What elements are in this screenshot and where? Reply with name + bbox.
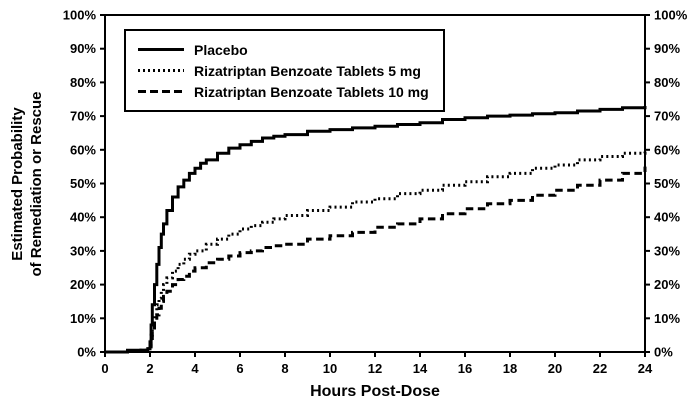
svg-text:10: 10: [323, 361, 337, 376]
legend-item-placebo: Placebo: [138, 39, 429, 60]
svg-text:4: 4: [191, 361, 199, 376]
svg-text:90%: 90%: [654, 41, 680, 56]
svg-text:16: 16: [458, 361, 472, 376]
y-axis-title-line2: of Remediation or Rescue: [28, 91, 45, 277]
x-axis-title: Hours Post-Dose: [310, 383, 440, 400]
svg-text:22: 22: [593, 361, 607, 376]
svg-text:70%: 70%: [654, 109, 680, 124]
svg-text:12: 12: [368, 361, 382, 376]
svg-text:20%: 20%: [654, 277, 680, 292]
svg-text:60%: 60%: [70, 142, 96, 157]
svg-text:6: 6: [236, 361, 243, 376]
dotted-line-sample: [138, 69, 184, 72]
svg-text:50%: 50%: [654, 176, 680, 191]
svg-text:10%: 10%: [70, 311, 96, 326]
svg-text:60%: 60%: [654, 142, 680, 157]
svg-text:100%: 100%: [63, 8, 97, 23]
y-axis-title-line1: Estimated Probability: [9, 107, 26, 261]
svg-text:0%: 0%: [654, 345, 673, 360]
svg-text:100%: 100%: [654, 8, 688, 23]
legend: Placebo Rizatriptan Benzoate Tablets 5 m…: [124, 29, 445, 112]
legend-label-10mg: Rizatriptan Benzoate Tablets 10 mg: [194, 83, 429, 100]
svg-text:24: 24: [638, 361, 653, 376]
svg-text:20%: 20%: [70, 277, 96, 292]
svg-text:18: 18: [503, 361, 517, 376]
svg-text:0%: 0%: [77, 345, 96, 360]
solid-line-sample: [138, 48, 184, 51]
svg-text:0: 0: [101, 361, 108, 376]
legend-label-5mg: Rizatriptan Benzoate Tablets 5 mg: [194, 62, 421, 79]
legend-item-10mg: Rizatriptan Benzoate Tablets 10 mg: [138, 81, 429, 102]
svg-text:20: 20: [548, 361, 562, 376]
svg-text:14: 14: [413, 361, 428, 376]
svg-text:30%: 30%: [654, 243, 680, 258]
svg-text:50%: 50%: [70, 176, 96, 191]
dashed-line-sample: [138, 90, 184, 93]
svg-text:80%: 80%: [70, 75, 96, 90]
svg-text:70%: 70%: [70, 109, 96, 124]
svg-text:90%: 90%: [70, 41, 96, 56]
y-axis-title: Estimated Probability of Remediation or …: [8, 4, 46, 364]
svg-text:2: 2: [146, 361, 153, 376]
svg-text:8: 8: [281, 361, 288, 376]
svg-text:40%: 40%: [654, 210, 680, 225]
legend-label-placebo: Placebo: [194, 41, 248, 58]
legend-item-5mg: Rizatriptan Benzoate Tablets 5 mg: [138, 60, 429, 81]
svg-text:30%: 30%: [70, 243, 96, 258]
svg-text:80%: 80%: [654, 75, 680, 90]
svg-text:10%: 10%: [654, 311, 680, 326]
svg-text:40%: 40%: [70, 210, 96, 225]
